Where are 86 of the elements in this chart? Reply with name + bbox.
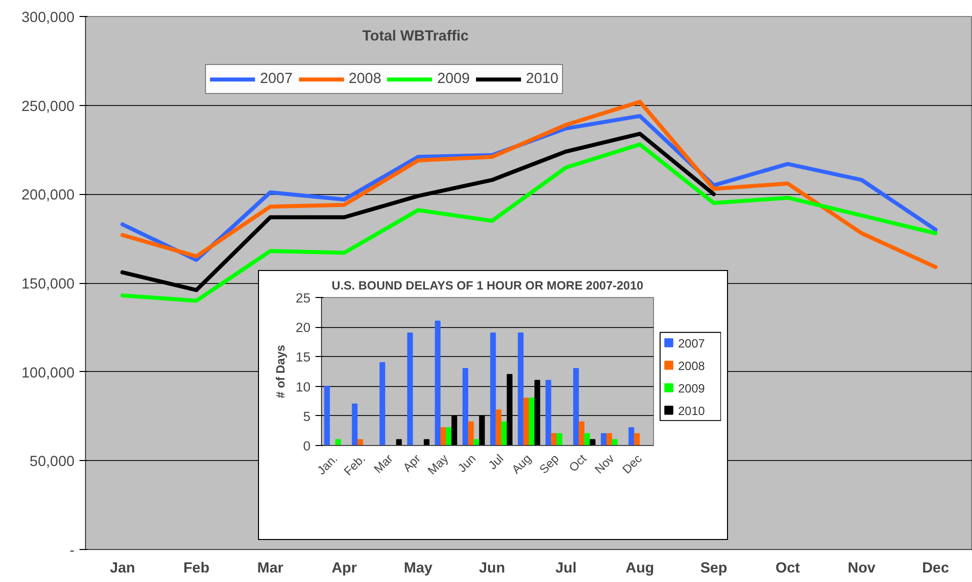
bar bbox=[324, 386, 330, 446]
bar bbox=[479, 415, 485, 446]
bar bbox=[434, 320, 441, 446]
y-tick-label: 150,000 bbox=[22, 276, 75, 292]
x-tick-label: Apr bbox=[400, 452, 424, 475]
x-tick-label: Jun bbox=[455, 452, 479, 476]
y-tick-label: 200,000 bbox=[22, 188, 75, 204]
line-series bbox=[120, 132, 716, 292]
bar bbox=[546, 380, 552, 446]
x-tick-label: Nov bbox=[592, 452, 617, 477]
x-tick-label: Jan. bbox=[314, 452, 340, 478]
chart-title: U.S. BOUND DELAYS OF 1 HOUR OR MORE 2007-2010 bbox=[332, 278, 644, 292]
y-tick-label: 250,000 bbox=[22, 98, 75, 115]
bar bbox=[578, 421, 584, 446]
bar bbox=[490, 332, 496, 446]
bar bbox=[468, 421, 474, 446]
bar bbox=[606, 433, 612, 446]
legend-label: 2010 bbox=[526, 71, 558, 87]
legend-label: 2007 bbox=[678, 336, 706, 350]
y-tick-label: 20 bbox=[296, 320, 311, 336]
legend-label: 2009 bbox=[678, 381, 706, 396]
legend-label: 2008 bbox=[678, 358, 706, 373]
x-tick-label: Feb bbox=[183, 560, 210, 576]
bar bbox=[573, 368, 579, 446]
line-series bbox=[120, 142, 938, 303]
bar bbox=[440, 427, 446, 446]
y-tick-label: 10 bbox=[296, 379, 311, 394]
x-tick-label: Oct bbox=[566, 451, 590, 475]
x-tick-label: Jan bbox=[110, 560, 136, 576]
legend-label: 2010 bbox=[678, 404, 706, 418]
bar bbox=[600, 433, 607, 446]
bar bbox=[496, 409, 502, 446]
bar bbox=[446, 427, 452, 446]
legend-label: 2008 bbox=[348, 71, 382, 87]
y-tick-label: 50,000 bbox=[30, 454, 74, 470]
y-tick-label: 300,000 bbox=[22, 10, 75, 26]
x-tick-label: Dec bbox=[620, 452, 645, 477]
bar bbox=[612, 439, 618, 446]
bar bbox=[501, 421, 507, 446]
legend-label: 2007 bbox=[260, 71, 293, 87]
bar bbox=[584, 433, 590, 446]
y-tick-label: 0 bbox=[303, 438, 311, 454]
x-tick-label: Jun bbox=[479, 560, 506, 576]
bar bbox=[407, 332, 413, 446]
bar bbox=[462, 368, 468, 446]
x-tick-label: Mar bbox=[371, 452, 396, 476]
x-tick-label: Sep bbox=[536, 451, 562, 477]
bar bbox=[523, 398, 530, 446]
bar bbox=[634, 433, 640, 446]
bar bbox=[335, 439, 341, 446]
bar bbox=[396, 439, 402, 446]
bar bbox=[380, 362, 386, 446]
x-tick-label: Mar bbox=[257, 560, 284, 576]
x-tick-label: Feb. bbox=[341, 452, 368, 478]
y-tick-label: 5 bbox=[303, 408, 311, 424]
bar bbox=[590, 439, 596, 446]
bar bbox=[451, 415, 458, 446]
x-tick-label: May bbox=[404, 560, 434, 576]
x-tick-label: Aug bbox=[508, 452, 534, 477]
y-tick-label: 15 bbox=[296, 350, 311, 365]
x-tick-label: Dec bbox=[922, 560, 949, 576]
text: Total WBTraffic bbox=[362, 28, 469, 44]
bar bbox=[628, 427, 634, 446]
bar bbox=[518, 332, 524, 446]
bar bbox=[506, 374, 512, 446]
x-tick-label: May bbox=[425, 452, 451, 478]
bar bbox=[556, 433, 562, 446]
bar bbox=[357, 439, 364, 446]
x-tick-label: Jul bbox=[555, 560, 577, 576]
y-tick-label: 100,000 bbox=[22, 365, 75, 382]
x-tick-label: Oct bbox=[775, 560, 800, 576]
x-tick-label: Jul bbox=[486, 452, 506, 472]
x-tick-label: Sep bbox=[700, 560, 728, 576]
bar bbox=[551, 433, 557, 446]
y-tick-label: 25 bbox=[296, 290, 311, 306]
bar bbox=[424, 439, 430, 446]
x-tick-label: Nov bbox=[848, 560, 876, 576]
y-axis-title: # of Days bbox=[274, 344, 288, 398]
bar bbox=[474, 439, 480, 446]
x-tick-label: Apr bbox=[332, 560, 358, 576]
x-tick-label: Aug bbox=[626, 560, 654, 576]
y-tick-label: - bbox=[70, 543, 75, 559]
bar bbox=[528, 398, 535, 446]
bar bbox=[352, 404, 358, 446]
legend-label: 2009 bbox=[437, 71, 470, 87]
bar bbox=[534, 380, 540, 446]
